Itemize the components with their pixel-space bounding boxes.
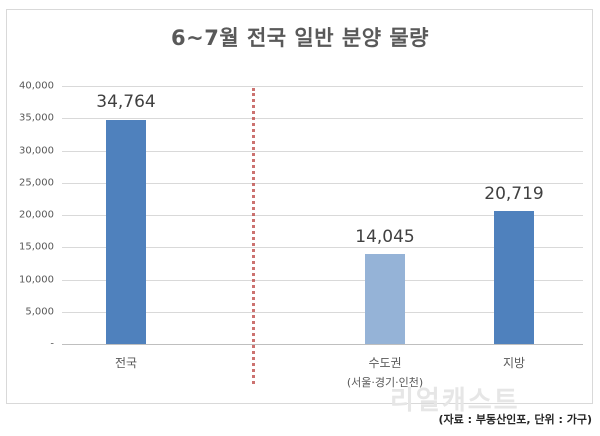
y-tick-label: 25,000 xyxy=(19,177,54,189)
x-label-provinces: 지방 xyxy=(502,356,526,370)
value-label-national: 34,764 xyxy=(96,92,156,112)
y-tick-label: 15,000 xyxy=(19,241,54,253)
section-divider xyxy=(252,88,255,384)
gridline xyxy=(62,312,583,313)
y-tick-label: - xyxy=(50,338,54,350)
source-note: (자료 : 부동산인포, 단위 : 가구) xyxy=(438,413,593,426)
gridline xyxy=(62,183,583,184)
x-label-national: 전국 xyxy=(114,356,138,370)
y-tick-label: 5,000 xyxy=(25,306,54,318)
x-axis-line xyxy=(62,344,583,345)
y-tick-label: 10,000 xyxy=(19,274,54,286)
x-sublabel-capital-region: (서울·경기·인천) xyxy=(346,376,424,389)
gridline xyxy=(62,247,583,248)
bar-provinces xyxy=(494,211,534,344)
gridline xyxy=(62,215,583,216)
y-tick-label: 35,000 xyxy=(19,112,54,124)
value-label-provinces: 20,719 xyxy=(484,184,544,204)
watermark-logo: 리얼캐스트 xyxy=(390,386,520,416)
x-label-capital-region: 수도권 xyxy=(368,356,402,370)
gridline xyxy=(62,280,583,281)
y-tick-label: 30,000 xyxy=(19,145,54,157)
chart-title: 6~7월 전국 일반 분양 물량 xyxy=(171,26,429,50)
bar-capital-region xyxy=(365,254,405,344)
y-tick-label: 40,000 xyxy=(19,80,54,92)
bar-national xyxy=(106,120,146,344)
gridline xyxy=(62,86,583,87)
gridline xyxy=(62,151,583,152)
value-label-capital-region: 14,045 xyxy=(355,227,415,247)
gridline xyxy=(62,118,583,119)
y-tick-label: 20,000 xyxy=(19,209,54,221)
